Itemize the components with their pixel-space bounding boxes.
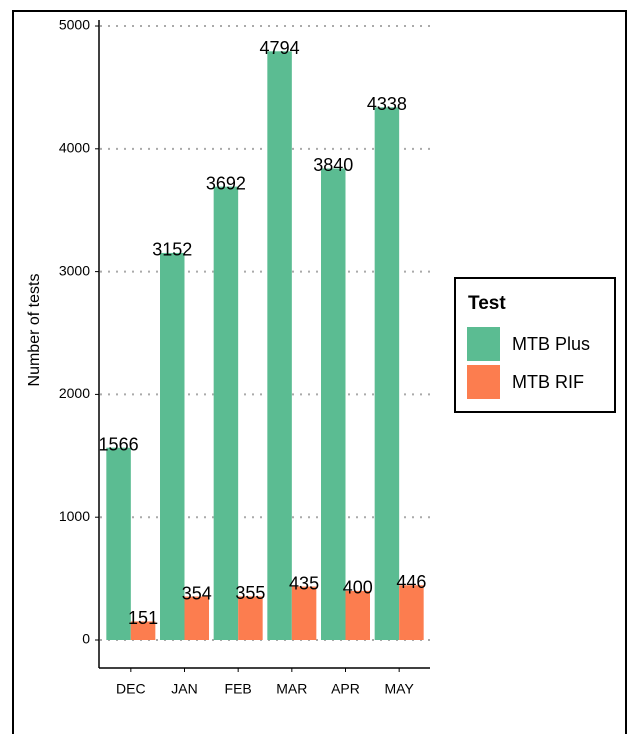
value-label: 4794	[260, 38, 300, 58]
legend-swatch	[467, 365, 500, 399]
y-axis-label: Number of tests	[26, 274, 43, 387]
value-label: 3840	[313, 155, 353, 175]
bar	[213, 186, 239, 641]
bar	[291, 586, 317, 641]
x-tick-label: JAN	[171, 681, 197, 697]
y-tick-label: 4000	[59, 140, 90, 156]
value-label: 355	[235, 583, 265, 603]
y-tick-label: 1000	[59, 508, 90, 524]
y-tick-label: 0	[82, 631, 90, 647]
value-label: 435	[289, 573, 319, 593]
bar	[267, 51, 292, 641]
value-label: 400	[343, 578, 373, 598]
value-label: 151	[128, 608, 158, 628]
bar	[238, 596, 263, 641]
legend-label: MTB Plus	[512, 334, 590, 354]
bar	[184, 596, 209, 641]
legend-title: Test	[468, 293, 506, 314]
bar	[106, 447, 131, 641]
x-tick-label: DEC	[116, 681, 146, 697]
value-label: 446	[396, 572, 426, 592]
bar	[374, 107, 400, 641]
value-label: 3152	[152, 240, 192, 260]
value-label: 3692	[206, 173, 246, 193]
x-tick-label: MAY	[385, 681, 415, 697]
value-label: 1566	[99, 434, 139, 454]
frame	[12, 10, 627, 739]
bar	[130, 621, 156, 641]
x-tick-label: APR	[331, 681, 360, 697]
bar	[321, 168, 346, 641]
legend-swatch	[467, 327, 500, 361]
x-tick-label: MAR	[276, 681, 307, 697]
bar	[399, 585, 424, 641]
value-label: 4338	[367, 94, 407, 114]
y-tick-label: 2000	[59, 385, 90, 401]
x-tick-label: FEB	[225, 681, 252, 697]
value-label: 354	[182, 583, 212, 603]
bar	[160, 252, 185, 641]
legend-label: MTB RIF	[512, 372, 584, 392]
y-tick-label: 3000	[59, 262, 90, 278]
y-tick-label: 5000	[59, 17, 90, 33]
bar	[345, 590, 370, 641]
